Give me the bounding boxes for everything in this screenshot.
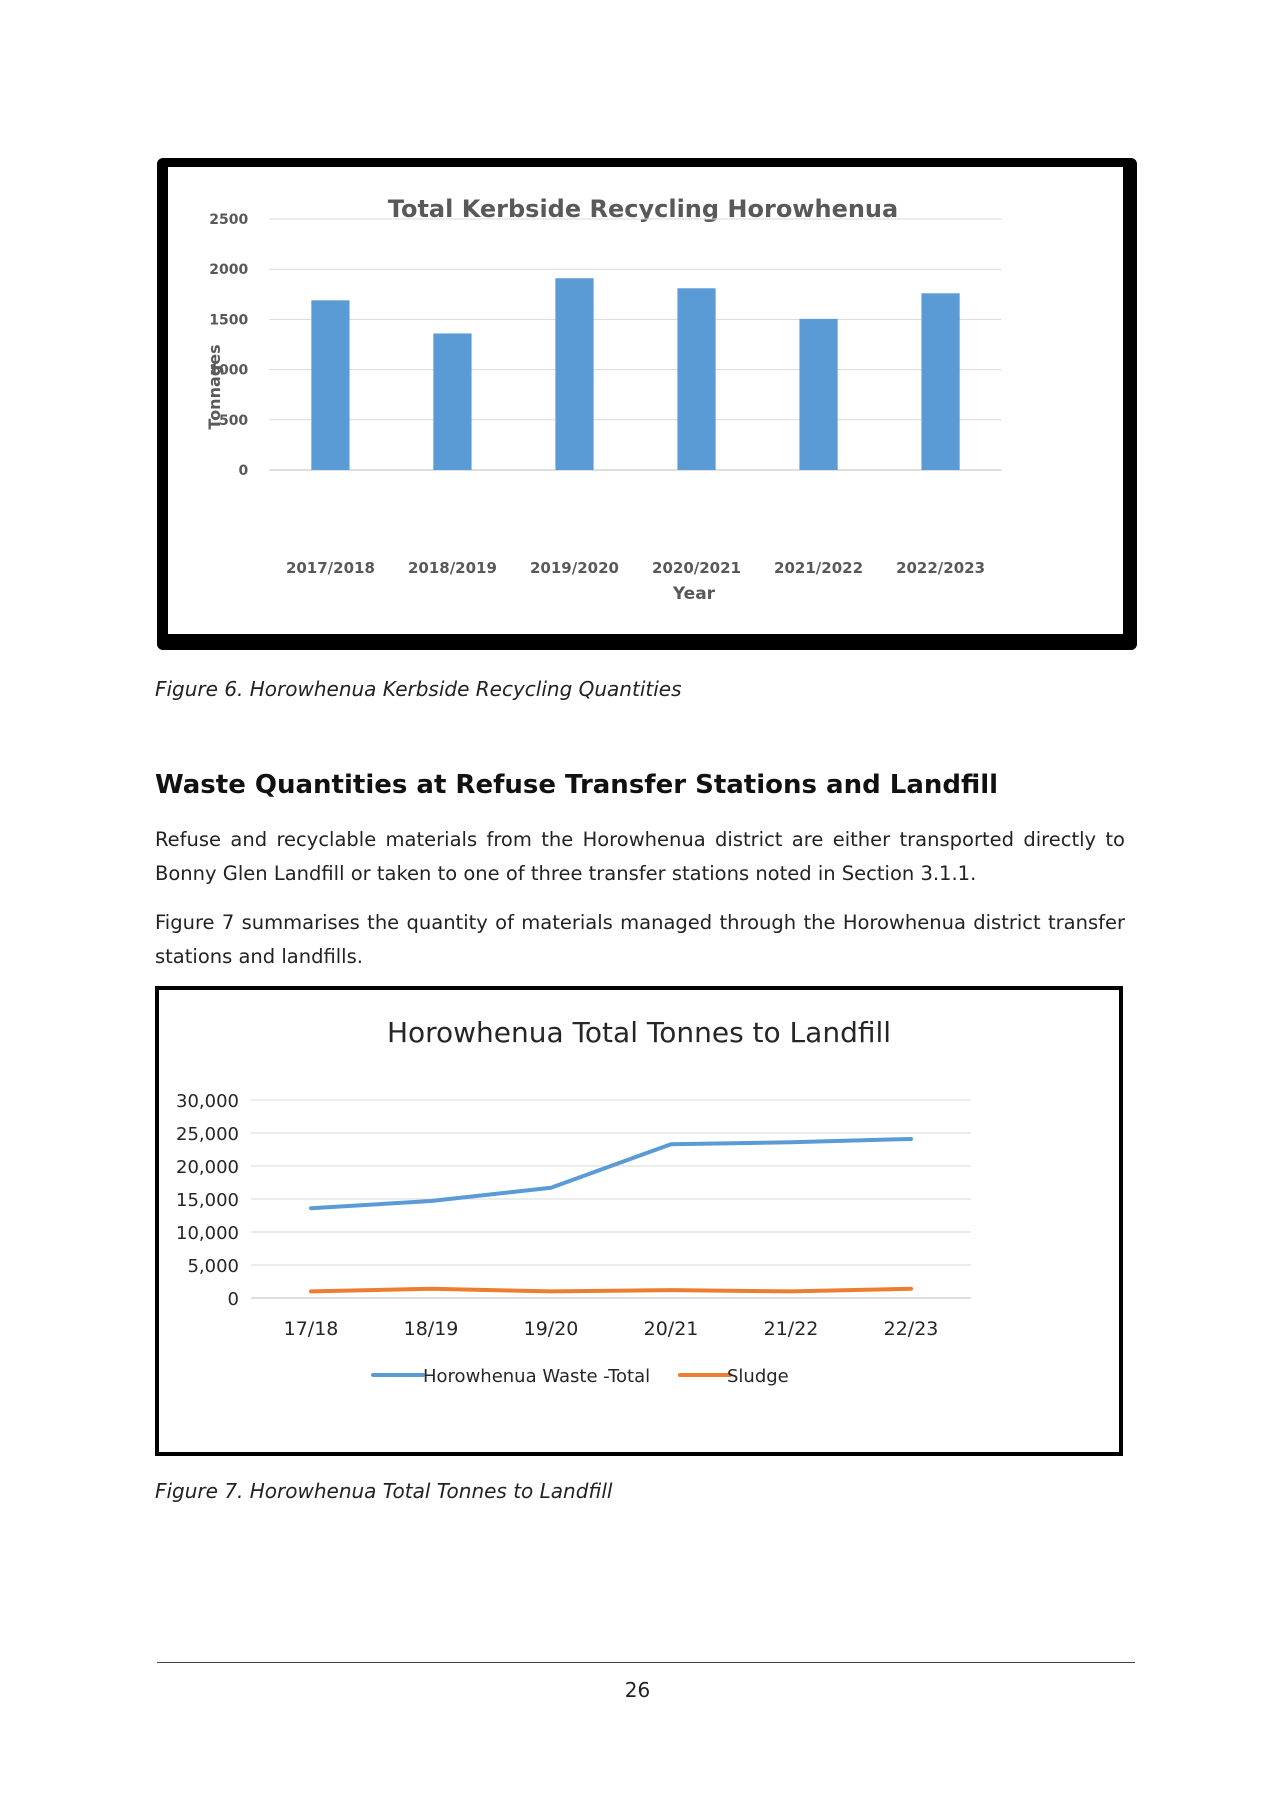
y-axis-ticks: 0 500 1000 1500 2000 2500 [209,212,248,479]
x-tick-label: 2022/2023 [896,559,985,577]
section-heading: Waste Quantities at Refuse Transfer Stat… [155,770,999,800]
y-tick-label: 15,000 [176,1190,239,1211]
chart-title: Total Kerbside Recycling Horowhenua [388,195,898,223]
y-tick-label: 30,000 [176,1091,239,1112]
bar-2022-2023 [921,293,960,470]
legend: Horowhenua Waste -Total Sludge [371,1366,789,1387]
series-line-sludge [309,1286,913,1294]
gridlines [251,1099,971,1299]
x-tick-label: 2020/2021 [652,559,741,577]
y-tick-label: 20,000 [176,1157,239,1178]
y-axis-ticks: 0 5,000 10,000 15,000 20,000 25,000 30,000 [176,1091,239,1310]
series-line-waste-total [309,1136,913,1211]
x-tick-label: 2018/2019 [408,559,497,577]
x-tick-label: 20/21 [644,1318,699,1340]
bar-2018-2019 [433,333,472,470]
y-tick-label: 2500 [209,212,248,228]
gridlines [269,218,1002,471]
figure6-caption: Figure 6. Horowhenua Kerbside Recycling … [155,677,682,701]
bar-2017-2018 [311,300,350,470]
bars [311,278,960,470]
page-number: 26 [624,1678,651,1702]
paragraph-2: Figure 7 summarises the quantity of mate… [155,911,1125,968]
x-axis-label: Year [672,584,716,604]
bar-2021-2022 [799,318,838,470]
figure7-caption: Figure 7. Horowhenua Total Tonnes to Lan… [155,1479,613,1503]
y-tick-label: 500 [219,413,248,429]
x-axis-ticks: 17/18 18/19 19/20 20/21 21/22 22/23 [284,1318,939,1340]
legend-label: Horowhenua Waste -Total [423,1366,650,1387]
x-tick-label: 22/23 [884,1318,939,1340]
bar-2019-2020 [555,278,594,470]
x-axis-ticks: 2017/2018 2018/2019 2019/2020 2020/2021 2021… [286,559,985,577]
y-tick-label: 0 [228,1289,239,1310]
bar-2020-2021 [677,288,716,470]
y-tick-label: 10,000 [176,1223,239,1244]
x-tick-label: 17/18 [284,1318,339,1340]
x-tick-label: 2019/2020 [530,559,619,577]
x-tick-label: 18/19 [404,1318,459,1340]
y-tick-label: 1000 [209,363,248,379]
figure6-chart-frame: Total Kerbside Recycling Horowhenua 0 500… [157,158,1137,650]
x-tick-label: 2021/2022 [774,559,863,577]
legend-label: Sludge [727,1366,789,1387]
y-tick-label: 25,000 [176,1124,239,1145]
figure7-chart-frame: Horowhenua Total Tonnes to Landfill 0 5,0… [155,986,1123,1456]
kerbside-recycling-bar-chart: Total Kerbside Recycling Horowhenua 0 500… [205,195,1002,604]
figure6-chart: Total Kerbside Recycling Horowhenua 0 500… [168,167,1123,634]
y-tick-label: 5,000 [187,1256,239,1277]
x-tick-label: 2017/2018 [286,559,375,577]
landfill-line-chart: Horowhenua Total Tonnes to Landfill 0 5,0… [176,1016,971,1387]
y-tick-label: 0 [238,463,248,479]
y-axis-label: Tonnages [205,344,224,429]
x-tick-label: 21/22 [764,1318,819,1340]
x-tick-label: 19/20 [524,1318,579,1340]
y-tick-label: 2000 [209,262,248,278]
chart-title: Horowhenua Total Tonnes to Landfill [387,1016,891,1049]
paragraph-1: Refuse and recyclable materials from the… [155,828,1125,885]
footer-divider [157,1662,1135,1663]
y-tick-label: 1500 [209,312,248,328]
series-lines [309,1136,913,1294]
